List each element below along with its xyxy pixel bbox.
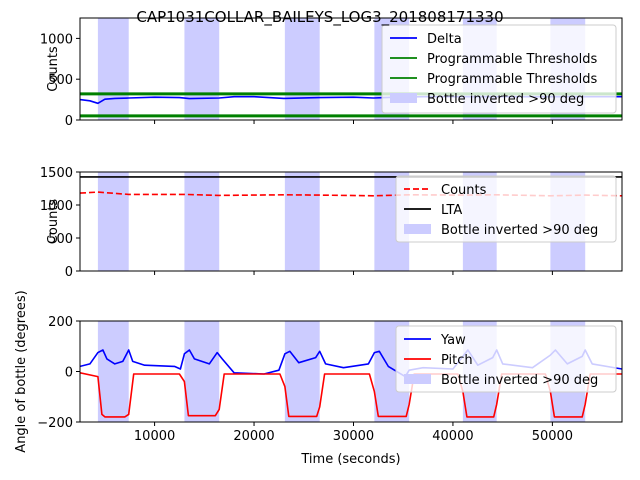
y-tick-label: 1000 xyxy=(40,32,73,47)
inverted-span-2 xyxy=(184,18,220,120)
y-axis-label: Counts xyxy=(46,46,61,92)
legend-entry: Bottle inverted >90 deg xyxy=(441,373,598,388)
legend: Counts LTA Bottle inverted >90 deg xyxy=(395,175,617,243)
legend-swatch-inverted xyxy=(404,224,431,234)
chart-title: CAP1031COLLAR_BAILEYS_LOG3_201808171330 xyxy=(136,8,503,27)
x-tick-label: 10000 xyxy=(134,429,175,444)
legend-entry: Pitch xyxy=(441,353,473,368)
x-tick-label: 30000 xyxy=(333,429,374,444)
y-tick-label: 200 xyxy=(48,315,73,330)
x-tick-label: 40000 xyxy=(432,429,473,444)
inverted-span-3 xyxy=(284,172,320,271)
y-tick-label: 500 xyxy=(48,73,73,88)
y-tick-label: 0 xyxy=(65,366,73,381)
x-tick-label: 50000 xyxy=(532,429,573,444)
legend-entry: Counts xyxy=(441,183,487,198)
y-tick-label: 0 xyxy=(65,114,73,129)
legend-swatch-inverted xyxy=(390,93,417,103)
legend-entry: Programmable Thresholds xyxy=(427,52,598,67)
y-tick-label: −200 xyxy=(37,416,73,431)
legend-entry: Yaw xyxy=(440,333,466,348)
legend-entry: Bottle inverted >90 deg xyxy=(441,223,598,238)
legend: Yaw Pitch Bottle inverted >90 deg xyxy=(395,325,617,393)
y-axis-label: Counts xyxy=(46,199,61,245)
axes-frame xyxy=(79,171,623,272)
legend-entry: Bottle inverted >90 deg xyxy=(427,92,584,107)
inverted-span-1 xyxy=(97,18,129,120)
axes-frame xyxy=(79,17,623,121)
legend-swatch-inverted xyxy=(404,374,431,384)
legend-entry: LTA xyxy=(441,203,462,218)
inverted-span-2 xyxy=(184,321,220,422)
x-axis-label: Time (seconds) xyxy=(300,452,400,467)
y-axis-label: Angle of bottle (degrees) xyxy=(14,290,29,452)
legend: Delta Programmable Thresholds Programmable… xyxy=(381,24,617,114)
legend-entry: Delta xyxy=(427,32,462,47)
legend-box xyxy=(395,325,617,393)
panel-2: 0 500 1000 1500 Counts Counts LTA Bottle invert… xyxy=(40,166,623,280)
panel-3: −200 0 200 10000 20000 30000 40000 50000 Angle o… xyxy=(14,290,623,453)
y-tick-label: 1500 xyxy=(40,166,73,181)
inverted-span-1 xyxy=(97,172,129,271)
legend-entry: Programmable Thresholds xyxy=(427,72,598,87)
legend-box xyxy=(381,24,617,114)
inverted-span-1 xyxy=(97,321,129,422)
y-tick-label: 1000 xyxy=(40,199,73,214)
inverted-span-2 xyxy=(184,172,220,271)
inverted-span-3 xyxy=(284,321,320,422)
inverted-span-3 xyxy=(284,18,320,120)
y-tick-label: 0 xyxy=(65,265,73,280)
legend-box xyxy=(395,175,617,243)
y-tick-label: 500 xyxy=(48,232,73,247)
x-tick-label: 20000 xyxy=(233,429,274,444)
